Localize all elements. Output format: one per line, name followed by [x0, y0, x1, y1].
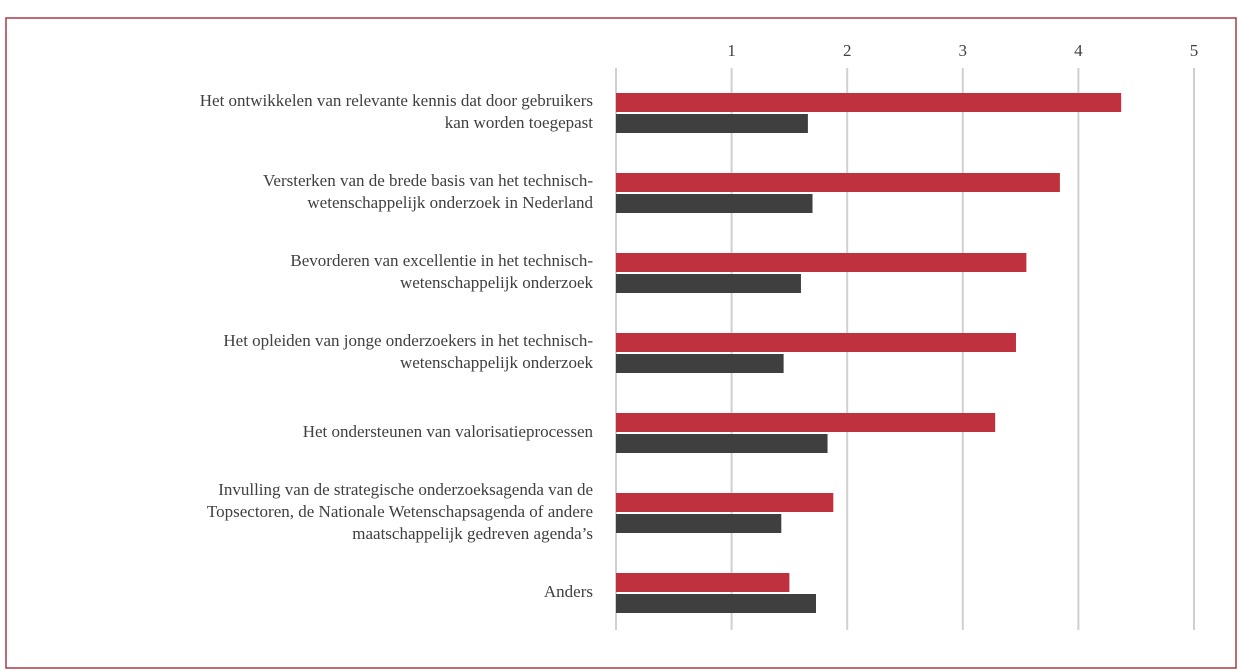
bar	[616, 253, 1027, 272]
y-tick-label: Bevorderen van excellentie in het techni…	[290, 251, 593, 270]
y-tick-label: Het ontwikkelen van relevante kennis dat…	[200, 91, 593, 110]
y-tick-label: wetenschappelijk onderzoek	[400, 353, 594, 372]
y-tick-label: wetenschappelijk onderzoek	[400, 273, 594, 292]
bar	[616, 493, 834, 512]
y-tick-label: Het opleiden van jonge onderzoekers in h…	[223, 331, 593, 350]
bar	[616, 274, 801, 293]
bar	[616, 93, 1122, 112]
bar	[616, 594, 816, 613]
y-tick-label: Versterken van de brede basis van het te…	[263, 171, 593, 190]
y-tick-label: wetenschappelijk onderzoek in Nederland	[307, 193, 593, 212]
bar	[616, 514, 782, 533]
bar	[616, 354, 784, 373]
y-tick-label: Invulling van de strategische onderzoeks…	[218, 480, 593, 499]
bar	[616, 333, 1016, 352]
y-tick-label: kan worden toegepast	[445, 113, 594, 132]
bar	[616, 413, 996, 432]
x-tick-label: 3	[959, 41, 968, 60]
bar	[616, 434, 828, 453]
y-tick-label: Anders	[544, 582, 593, 601]
bar	[616, 573, 790, 592]
bar	[616, 114, 808, 133]
bar	[616, 173, 1060, 192]
x-tick-label: 2	[843, 41, 852, 60]
y-tick-label: maatschappelijk gedreven agenda’s	[352, 524, 593, 543]
bar	[616, 194, 813, 213]
x-tick-label: 5	[1190, 41, 1199, 60]
y-tick-label: Topsectoren, de Nationale Wetenschapsage…	[207, 502, 593, 521]
x-tick-label: 4	[1074, 41, 1083, 60]
chart-frame	[5, 17, 1237, 669]
y-tick-label: Het ondersteunen van valorisatieprocesse…	[303, 422, 594, 441]
x-tick-label: 1	[727, 41, 736, 60]
